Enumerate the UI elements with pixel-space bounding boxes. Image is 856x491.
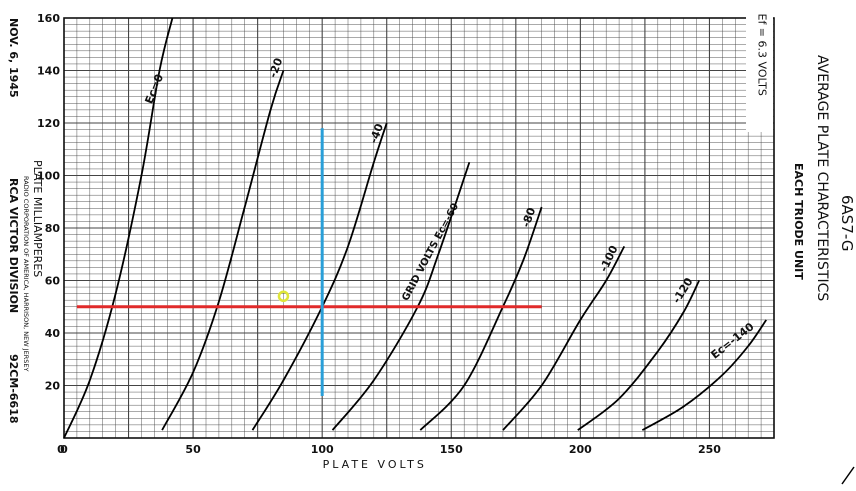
- curve-label: -20: [266, 56, 285, 79]
- curves: [63, 17, 767, 439]
- curve-120: [577, 280, 700, 431]
- curve-label: Ec=-140: [708, 320, 756, 362]
- y-tick-label: 60: [45, 275, 61, 288]
- curve-100: [502, 245, 626, 431]
- y-axis-label: PLATE MILLIAMPERES: [31, 160, 44, 277]
- chart-code-label: 92CM-6618: [7, 354, 20, 424]
- company-label: RADIO CORPORATION OF AMERICA, HARRISON, …: [22, 176, 30, 372]
- curve-140: [641, 319, 767, 431]
- y-tick-label: 40: [45, 327, 61, 340]
- y-tick-label: 140: [37, 65, 60, 78]
- plot-border: [63, 17, 775, 439]
- x-axis-label: PLATE VOLTS: [323, 458, 427, 471]
- grid-volts-label: GRID VOLTS Ec=-60: [400, 202, 461, 303]
- x-tick-label: 50: [185, 443, 201, 456]
- y-tick-label: 0: [57, 443, 65, 456]
- chart-title-line1: AVERAGE PLATE CHARACTERISTICS: [814, 55, 830, 301]
- chart-title-main: 6AS7-G: [838, 195, 856, 251]
- curve-label: -120: [670, 275, 696, 306]
- curve-label: -80: [519, 206, 538, 229]
- heater-note-box: [746, 9, 774, 132]
- heater-note: Ef = 6.3 VOLTS: [756, 14, 769, 96]
- x-tick-label: 250: [698, 443, 721, 456]
- grid: [63, 17, 775, 439]
- curve-40: [251, 122, 388, 431]
- x-tick-label: 0: [60, 443, 68, 456]
- axes: 0 50 100 150 200 250204060801001201401600PLAT…: [37, 12, 775, 471]
- y-tick-label: 80: [45, 222, 61, 235]
- curve-label: -40: [367, 122, 386, 145]
- corner-mark: [841, 466, 855, 485]
- x-tick-label: 150: [440, 443, 463, 456]
- y-tick-label: 160: [37, 12, 60, 25]
- x-tick-label: 200: [569, 443, 592, 456]
- y-tick-label: 100: [37, 170, 60, 183]
- y-tick-label: 20: [45, 380, 61, 393]
- date-label: NOV. 6, 1945: [7, 18, 20, 98]
- x-tick-label: 100: [311, 443, 334, 456]
- y-tick-label: 120: [37, 117, 60, 130]
- division-label: RCA VICTOR DIVISION: [7, 178, 20, 313]
- yellow-marker: [277, 290, 290, 302]
- curve-20: [161, 70, 285, 431]
- chart-title-line2: EACH TRIODE UNIT: [792, 163, 805, 280]
- curve-Ec0: [63, 17, 174, 439]
